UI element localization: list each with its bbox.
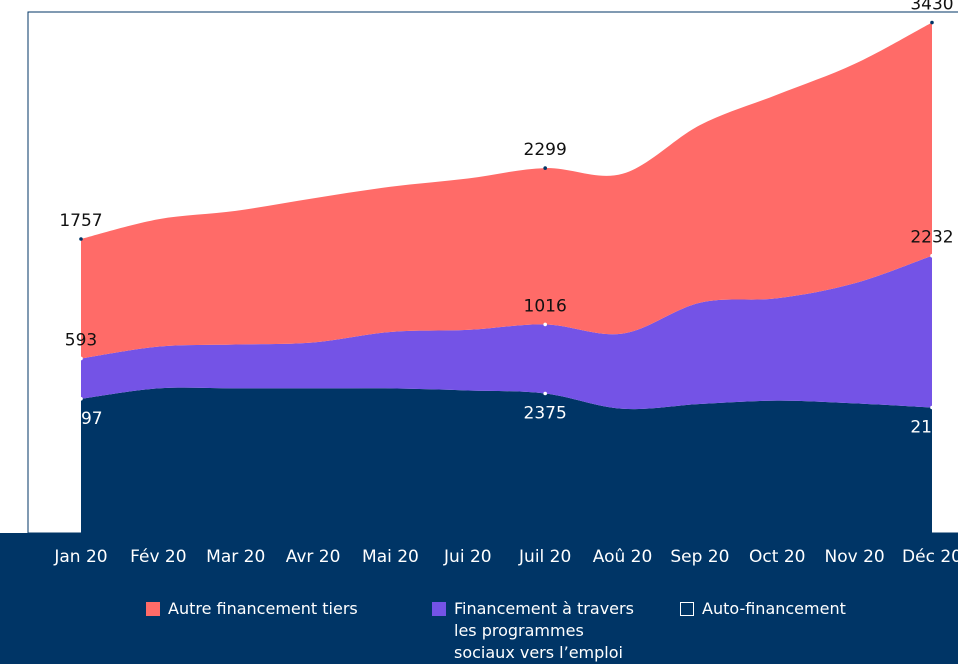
x-tick-label: Nov 20 <box>825 547 885 567</box>
point <box>930 405 934 410</box>
point <box>79 397 83 401</box>
legend-swatch <box>432 602 446 616</box>
point <box>930 20 934 25</box>
x-tick-label: Jan 20 <box>53 547 107 567</box>
legend-swatch <box>680 602 694 616</box>
area <box>81 255 932 410</box>
point <box>543 166 547 170</box>
value-label: 1016 <box>524 296 567 316</box>
x-tick-label: Aoû 20 <box>593 547 653 567</box>
legend: Autre financement tiers Financement à tra… <box>0 598 958 664</box>
x-tick-label: Oct 20 <box>749 547 805 567</box>
value-label: 2297 <box>59 409 102 429</box>
x-tick-label: Juil 20 <box>518 547 571 567</box>
x-tick-label: Déc 20 <box>902 547 958 567</box>
point <box>930 253 934 258</box>
value-label: 2299 <box>524 140 567 160</box>
x-tick-label: Fév 20 <box>130 547 186 567</box>
value-label: 2232 <box>910 228 953 248</box>
x-tick-label: Sep 20 <box>670 547 729 567</box>
value-label: 593 <box>65 330 97 350</box>
x-tick-label: Avr 20 <box>286 547 341 567</box>
point <box>543 322 547 327</box>
legend-label: Auto-financement <box>702 599 846 618</box>
legend-item: Auto-financement <box>680 598 940 620</box>
x-tick-label: Mar 20 <box>206 547 265 567</box>
value-label: 2375 <box>524 404 567 424</box>
area <box>81 22 932 359</box>
value-label: 1757 <box>59 211 102 231</box>
x-tick-label: Mai 20 <box>362 547 419 567</box>
value-label: 3430 <box>910 0 953 14</box>
value-label: 2169 <box>910 418 953 438</box>
legend-label: Financement à travers les programmes soc… <box>454 599 634 662</box>
legend-swatch <box>146 602 160 616</box>
x-tick-label: Jui 20 <box>443 547 492 567</box>
plot-frame <box>27 11 958 534</box>
legend-label: Autre financement tiers <box>168 599 358 618</box>
point <box>79 356 83 361</box>
point <box>543 391 547 396</box>
legend-item: Financement à travers les programmes soc… <box>432 598 647 664</box>
area <box>81 387 932 555</box>
point <box>79 237 83 241</box>
legend-item: Autre financement tiers <box>146 598 406 620</box>
